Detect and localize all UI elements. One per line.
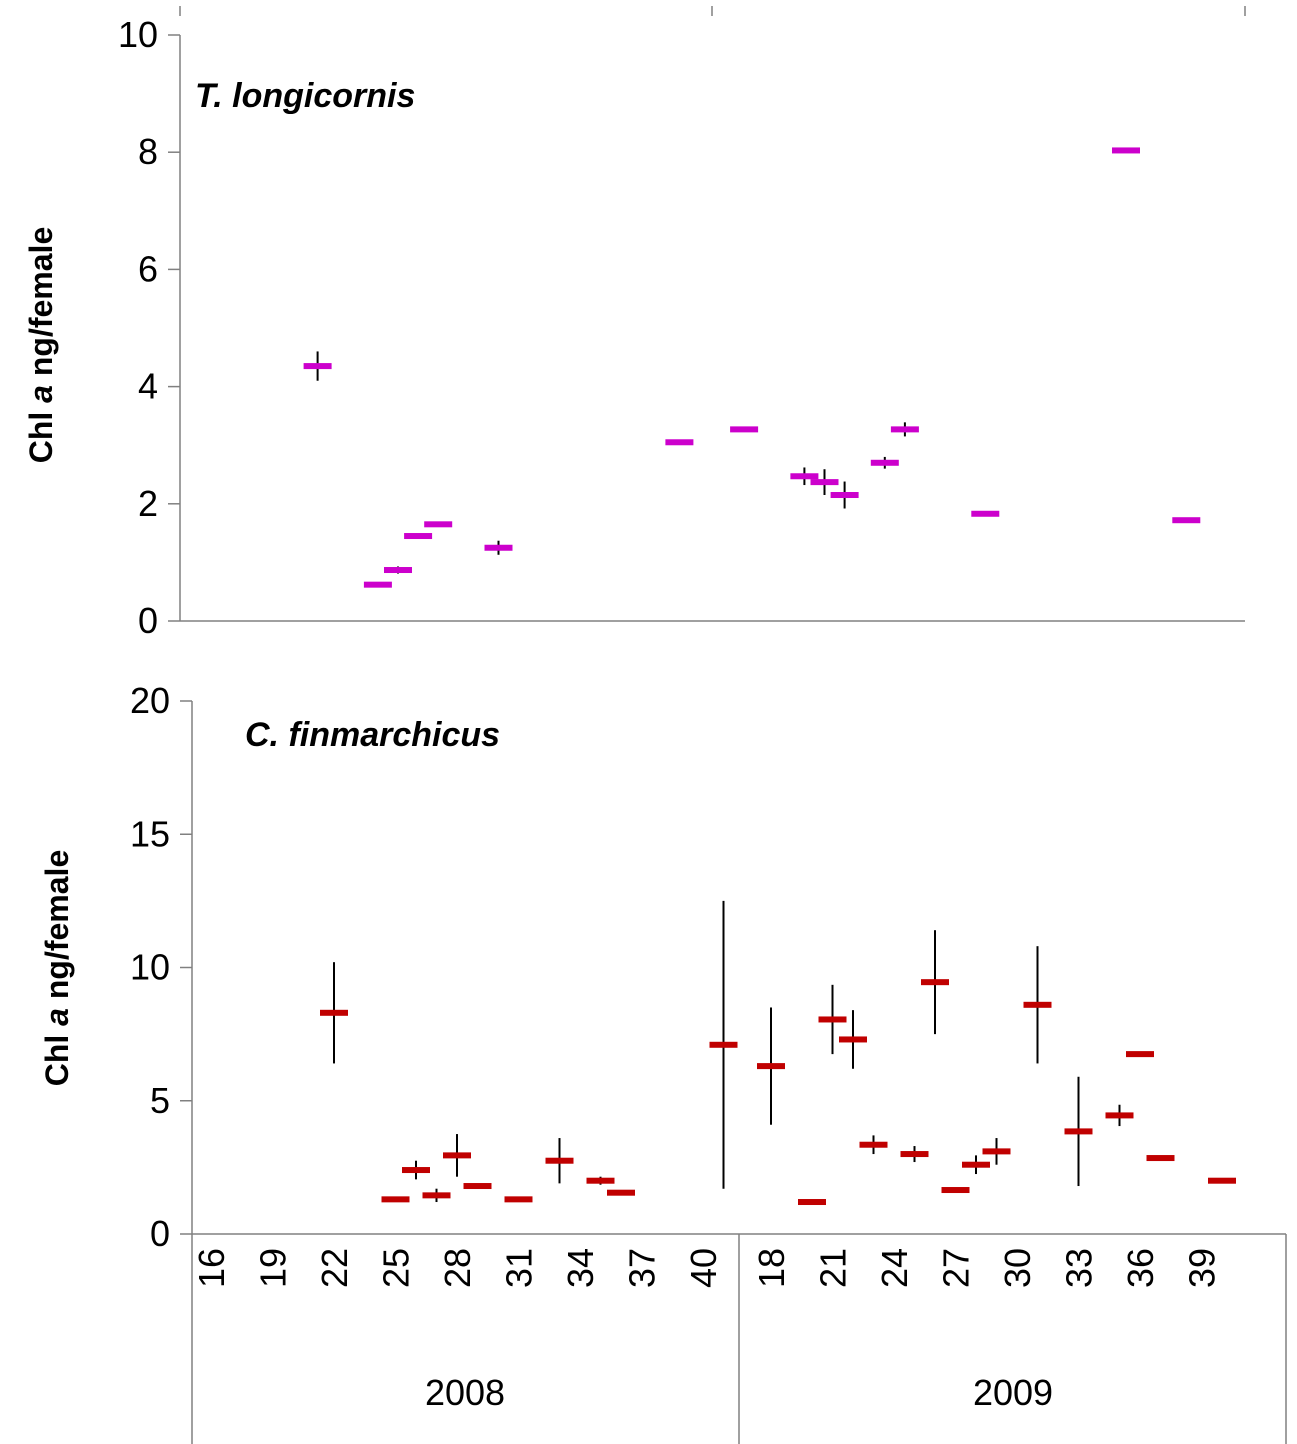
top-y-ticks: 0 2 4 6 8 10 (118, 14, 180, 641)
data-point (859, 1141, 888, 1148)
x-tick-label: 39 (1182, 1248, 1223, 1288)
data-point (730, 426, 759, 433)
x-tick-label: 22 (314, 1248, 355, 1288)
y-tick-label: 0 (150, 1213, 170, 1254)
data-point (757, 1063, 785, 1070)
data-point (830, 492, 859, 499)
y-tick-label: 10 (118, 14, 158, 55)
data-point (1208, 1177, 1236, 1184)
data-point (665, 439, 694, 446)
data-point (870, 459, 899, 466)
year-label-2008: 2008 (425, 1372, 505, 1413)
data-point (810, 479, 839, 486)
data-point (962, 1161, 990, 1168)
data-point (1105, 1112, 1134, 1119)
bottom-y-axis-label: Chl a ng/female (39, 850, 75, 1087)
data-point (1064, 1128, 1093, 1135)
data-point (607, 1189, 635, 1196)
y-tick-label: 6 (138, 248, 158, 289)
year-label-2009: 2009 (973, 1372, 1053, 1413)
data-point (402, 1167, 430, 1174)
x-tick-label: 36 (1120, 1248, 1161, 1288)
data-point (1023, 1001, 1052, 1008)
x-tick-label: 16 (191, 1248, 232, 1288)
data-point (381, 1196, 410, 1203)
top-data-points (303, 147, 1201, 588)
x-tick-label: 21 (813, 1248, 854, 1288)
data-point (320, 1009, 348, 1016)
data-point (982, 1148, 1011, 1155)
data-point (424, 521, 453, 528)
x-tick-label: 25 (376, 1248, 417, 1288)
data-point (504, 1196, 533, 1203)
data-point (422, 1192, 451, 1199)
data-point (443, 1152, 471, 1159)
data-point (484, 544, 513, 551)
data-point (890, 426, 919, 433)
data-point (1112, 147, 1140, 154)
top-panel: 0 2 4 6 8 10 T. longicornis Chl a ng/female (23, 6, 1246, 641)
data-point (363, 581, 392, 588)
data-point (971, 510, 1000, 517)
y-tick-label: 10 (130, 947, 170, 988)
x-tick-label: 34 (560, 1248, 601, 1288)
y-tick-label: 15 (130, 813, 170, 854)
bottom-species-annotation: C. finmarchicus (245, 716, 500, 754)
data-point (545, 1157, 574, 1164)
data-point (790, 473, 819, 480)
data-point (384, 567, 412, 574)
data-point (404, 533, 433, 540)
data-point (941, 1187, 970, 1194)
data-point (463, 1183, 492, 1190)
x-tick-label: 37 (622, 1248, 663, 1288)
data-point (900, 1151, 929, 1158)
data-point (1126, 1051, 1154, 1058)
data-point (798, 1199, 826, 1206)
y-tick-label: 5 (150, 1080, 170, 1121)
x-tick-label: 18 (751, 1248, 792, 1288)
data-point (586, 1177, 615, 1184)
data-point (818, 1016, 847, 1023)
data-point (1172, 517, 1201, 524)
y-tick-label: 2 (138, 483, 158, 524)
x-tick-label: 28 (437, 1248, 478, 1288)
bottom-y-ticks: 0 5 10 15 20 (130, 680, 192, 1254)
bottom-x-ticks: 16 19 22 25 28 31 34 37 40 18 21 24 27 30 33 36 39 (191, 1248, 1223, 1288)
bottom-data-points (320, 900, 1236, 1206)
x-tick-label: 24 (874, 1248, 915, 1288)
x-tick-label: 27 (936, 1248, 977, 1288)
y-tick-label: 0 (138, 600, 158, 641)
x-tick-label: 33 (1059, 1248, 1100, 1288)
y-tick-label: 4 (138, 366, 158, 407)
data-point (1146, 1155, 1175, 1162)
top-y-axis-label: Chl a ng/female (23, 227, 59, 464)
data-point (921, 979, 949, 986)
bottom-panel: 0 5 10 15 20 16 19 22 25 28 31 34 37 40 18 21 24 27 30 33 3… (39, 680, 1287, 1444)
y-tick-label: 20 (130, 680, 170, 721)
top-species-annotation: T. longicornis (195, 77, 415, 115)
x-tick-label: 31 (499, 1248, 540, 1288)
x-tick-label: 30 (997, 1248, 1038, 1288)
data-point (709, 1041, 738, 1048)
y-tick-label: 8 (138, 131, 158, 172)
x-tick-label: 19 (253, 1248, 294, 1288)
x-tick-label: 40 (683, 1248, 724, 1288)
data-point (303, 363, 332, 370)
data-point (839, 1036, 867, 1043)
